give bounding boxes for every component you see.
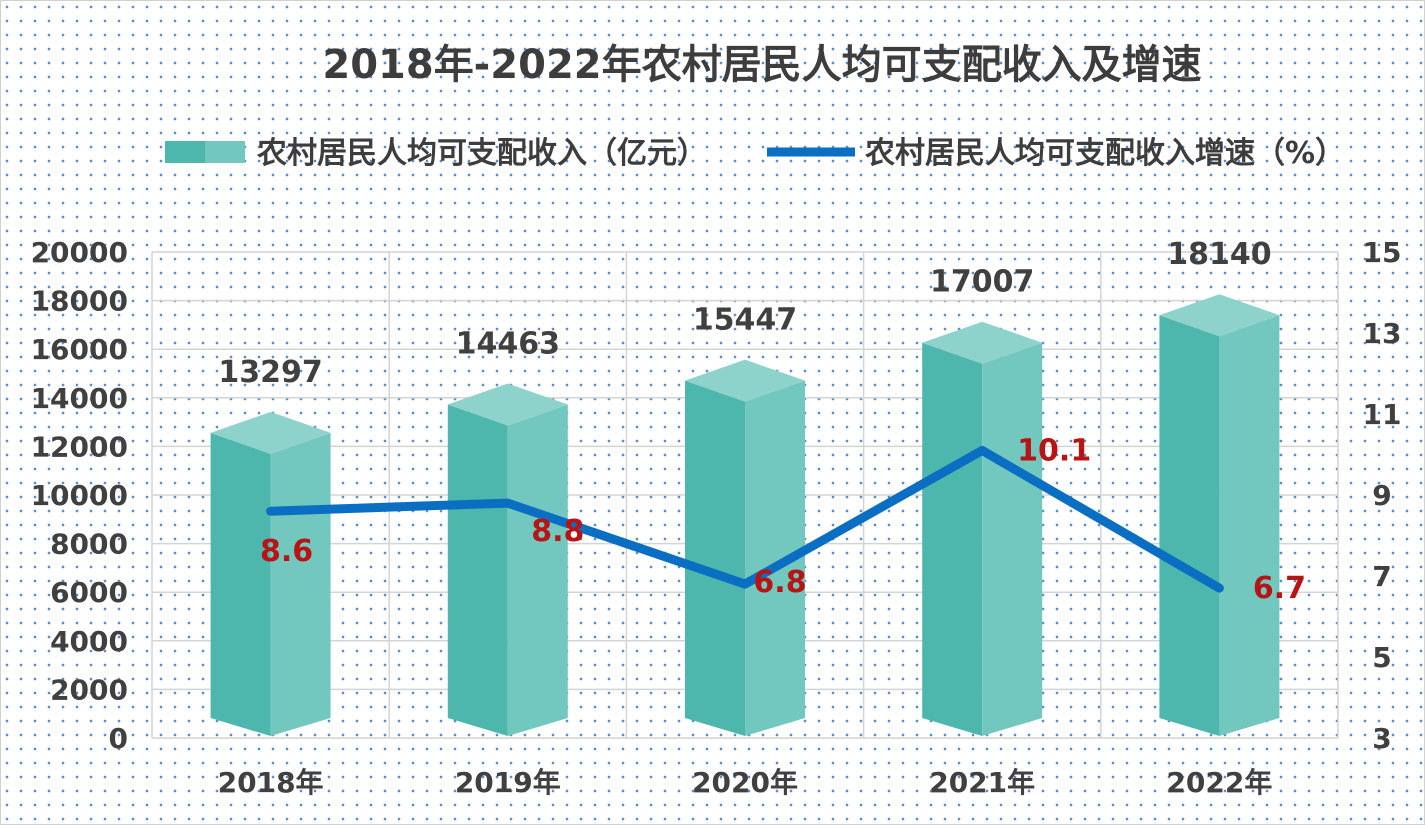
y-left-tick-0: 0 [109, 722, 128, 755]
legend-line-label: 农村居民人均可支配收入增速（%） [864, 136, 1345, 171]
bar-face-left-0 [210, 432, 271, 736]
y-right-tick-6: 15 [1363, 236, 1402, 269]
legend-bar-swatch-side [205, 141, 245, 163]
bar-series [210, 294, 1280, 736]
legend-bar-swatch-front [165, 141, 205, 163]
bar-face-left-3 [922, 342, 983, 736]
line-series [266, 445, 1224, 593]
bar-cap-4 [1159, 294, 1280, 337]
plot-grid [151, 251, 1339, 739]
x-tick-2: 2020年 [692, 766, 798, 799]
legend: 农村居民人均可支配收入（亿元） 农村居民人均可支配收入增速（%） [165, 136, 1345, 171]
x-tick-0: 2018年 [218, 766, 324, 799]
y-right-tick-3: 9 [1372, 479, 1391, 512]
bar-3 [922, 321, 1043, 736]
bar-4 [1159, 294, 1280, 736]
bar-1 [447, 383, 568, 736]
y-left-tick-6: 12000 [31, 430, 128, 463]
bar-face-right-2 [745, 380, 805, 736]
bar-2 [685, 359, 805, 736]
growth-line [266, 445, 1224, 593]
line-value-label-1: 8.8 [531, 514, 584, 549]
legend-bar-label: 农村居民人均可支配收入（亿元） [256, 136, 707, 171]
chart-title: 2018年-2022年农村居民人均可支配收入及增速 [322, 42, 1201, 88]
bar-face-left-1 [447, 404, 508, 736]
y-left-tick-2: 4000 [50, 625, 128, 658]
y-axis-right: 3 5 7 9 11 13 15 [1363, 236, 1402, 755]
bar-cap-3 [922, 321, 1043, 364]
bar-cap-0 [210, 411, 331, 454]
bar-face-left-4 [1159, 315, 1220, 736]
bar-cap-2 [685, 359, 805, 402]
bar-value-label-1: 14463 [456, 327, 560, 362]
bar-cap-1 [447, 383, 568, 426]
x-tick-3: 2021年 [929, 766, 1035, 799]
bar-value-label-4: 18140 [1167, 237, 1271, 272]
x-tick-4: 2022年 [1166, 766, 1272, 799]
bar-value-label-3: 17007 [930, 265, 1034, 300]
legend-item-line: 农村居民人均可支配收入增速（%） [767, 136, 1345, 171]
x-axis: 2018年 2019年 2020年 2021年 2022年 [218, 766, 1273, 799]
y-left-tick-10: 20000 [31, 236, 128, 269]
y-left-tick-5: 10000 [31, 479, 128, 512]
line-value-label-2: 6.8 [753, 565, 806, 600]
y-left-tick-1: 2000 [50, 673, 128, 706]
y-left-tick-4: 8000 [50, 528, 128, 561]
bar-0 [210, 411, 331, 736]
y-right-tick-2: 7 [1372, 560, 1391, 593]
bar-face-right-0 [270, 432, 331, 736]
bar-face-left-2 [685, 380, 745, 736]
y-left-tick-8: 16000 [31, 333, 128, 366]
y-right-tick-0: 3 [1372, 722, 1391, 755]
y-right-tick-1: 5 [1372, 641, 1391, 674]
line-value-label-3: 10.1 [1017, 433, 1091, 468]
legend-item-bar: 农村居民人均可支配收入（亿元） [165, 136, 707, 171]
y-left-tick-9: 18000 [31, 285, 128, 318]
y-right-tick-4: 11 [1363, 398, 1402, 431]
y-left-tick-3: 6000 [50, 576, 128, 609]
line-value-label-4: 6.7 [1253, 571, 1306, 606]
bar-value-label-0: 13297 [218, 355, 322, 390]
y-axis-left: 0 2000 4000 6000 8000 10000 12000 14000 16000 180… [31, 236, 128, 755]
y-left-tick-7: 14000 [31, 382, 128, 415]
bar-value-label-2: 15447 [693, 303, 797, 338]
data-labels: 13297 14463 15447 17007 18140 8.6 8.8 6.8 10.1 6.… [218, 237, 1306, 606]
line-value-label-0: 8.6 [260, 534, 313, 569]
bar-face-right-4 [1219, 315, 1280, 736]
x-tick-1: 2019年 [455, 766, 561, 799]
bar-face-right-1 [507, 404, 568, 736]
y-right-tick-5: 13 [1363, 317, 1402, 350]
bar-face-right-3 [982, 342, 1043, 736]
